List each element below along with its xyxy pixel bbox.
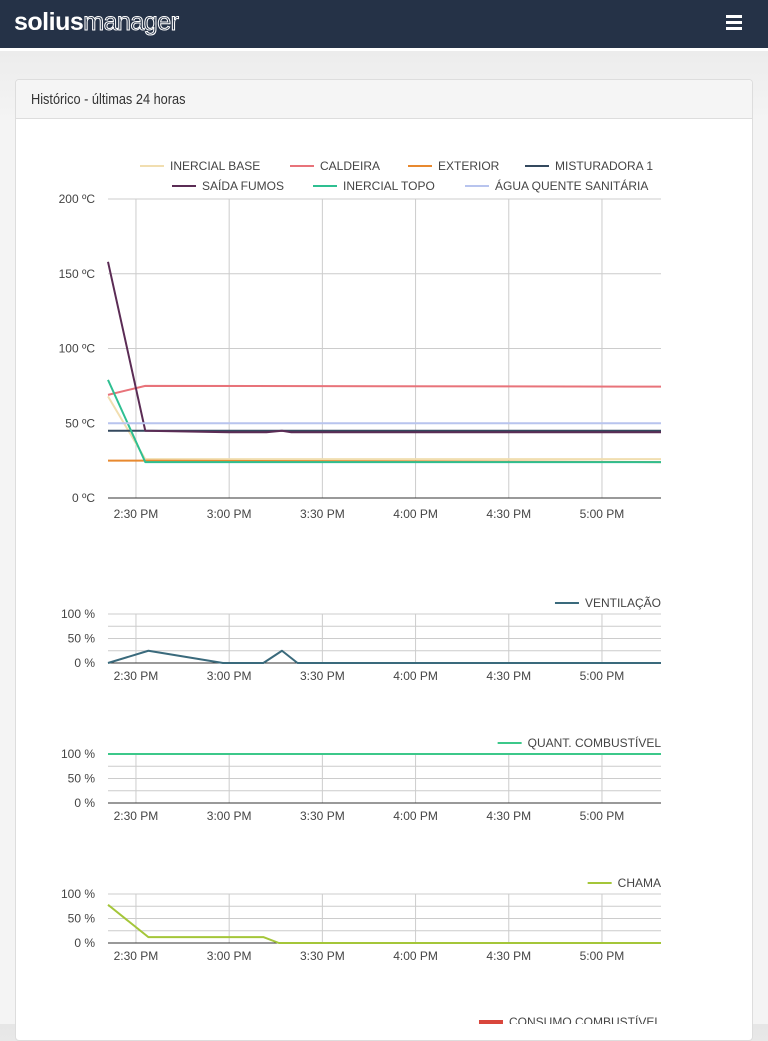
panel-title: Histórico - últimas 24 horas	[31, 91, 186, 108]
x-tick-label: 4:30 PM	[486, 949, 531, 963]
logo-bold-text: solius	[14, 8, 84, 36]
legend-label: SAÍDA FUMOS	[202, 178, 284, 193]
y-tick-label: 50 %	[68, 632, 96, 646]
y-tick-label: 150 ºC	[59, 267, 96, 281]
y-tick-label: 50 ºC	[65, 416, 95, 430]
series-line-ventila-o	[107, 649, 661, 664]
x-tick-label: 3:30 PM	[300, 949, 345, 963]
x-tick-label: 3:30 PM	[300, 809, 345, 823]
y-tick-label: 100 %	[61, 887, 95, 901]
y-tick-label: 0 %	[74, 656, 95, 670]
legend-label: EXTERIOR	[438, 159, 500, 173]
x-tick-label: 4:00 PM	[393, 809, 438, 823]
chart-3: 2:30 PM 3:00 PM 3:30 PM 4:00 PM 4:30 PM 5:00 …	[61, 876, 661, 963]
legend-label: MISTURADORA 1	[555, 159, 653, 173]
x-tick-label: 4:00 PM	[393, 669, 438, 683]
legend-label: QUANT. COMBUSTÍVEL	[528, 735, 662, 750]
x-tick-label: 2:30 PM	[114, 507, 159, 521]
y-tick-label: 100 %	[61, 747, 95, 761]
hamburger-icon[interactable]	[726, 15, 742, 31]
legend-label: ÁGUA QUENTE SANITÁRIA	[495, 178, 648, 193]
legend-label: INERCIAL BASE	[170, 159, 260, 173]
chart-2: 2:30 PM 3:00 PM 3:30 PM 4:00 PM 4:30 PM 5:00 …	[61, 735, 661, 823]
y-tick-label: 50 %	[68, 772, 96, 786]
x-tick-label: 3:30 PM	[300, 507, 345, 521]
legend-label: CHAMA	[618, 876, 661, 890]
series-line-inercial-base	[107, 395, 661, 461]
x-tick-label: 2:30 PM	[114, 809, 159, 823]
chart-0: 2:30 PM 3:00 PM 3:30 PM 4:00 PM 4:30 PM 5:00 …	[59, 159, 662, 521]
x-tick-label: 3:00 PM	[207, 507, 252, 521]
x-tick-label: 3:00 PM	[207, 949, 252, 963]
series-line-chama	[107, 903, 661, 944]
x-tick-label: 3:00 PM	[207, 669, 252, 683]
legend-label: CONSUMO COMBUSTÍVEL	[509, 1014, 661, 1024]
x-tick-label: 4:00 PM	[393, 507, 438, 521]
x-tick-label: 3:30 PM	[300, 669, 345, 683]
x-tick-label: 2:30 PM	[114, 949, 159, 963]
chart-1: 2:30 PM 3:00 PM 3:30 PM 4:00 PM 4:30 PM 5:00 …	[61, 596, 661, 683]
logo-outline-text: manager	[83, 8, 180, 37]
x-tick-label: 5:00 PM	[580, 949, 625, 963]
history-panel: Histórico - últimas 24 horas	[15, 79, 753, 1041]
x-tick-label: 4:30 PM	[486, 809, 531, 823]
x-tick-label: 3:00 PM	[207, 809, 252, 823]
y-tick-label: 50 %	[68, 912, 96, 926]
x-tick-label: 5:00 PM	[580, 809, 625, 823]
panel-header: Histórico - últimas 24 horas	[16, 80, 752, 119]
top-navbar: soliusmanager	[0, 0, 768, 51]
legend-label: CALDEIRA	[320, 159, 380, 173]
y-tick-label: 0 %	[74, 796, 95, 810]
y-tick-label: 100 ºC	[59, 342, 96, 356]
x-tick-label: 2:30 PM	[114, 669, 159, 683]
x-tick-label: 4:00 PM	[393, 949, 438, 963]
x-tick-label: 4:30 PM	[486, 507, 531, 521]
y-tick-label: 200 ºC	[59, 192, 96, 206]
series-line-inercial-topo	[107, 379, 661, 464]
y-tick-label: 0 %	[74, 936, 95, 950]
y-tick-label: 0 ºC	[72, 491, 95, 505]
legend-label: INERCIAL TOPO	[343, 179, 435, 193]
series-line-caldeira	[107, 384, 662, 396]
x-tick-label: 5:00 PM	[580, 507, 625, 521]
chart-4: CONSUMO COMBUSTÍVEL	[478, 1014, 661, 1024]
legend-label: VENTILAÇÃO	[585, 596, 661, 610]
x-tick-label: 5:00 PM	[580, 669, 625, 683]
y-tick-label: 100 %	[61, 607, 95, 621]
series-line-sa-da-fumos	[107, 261, 661, 434]
x-tick-label: 4:30 PM	[486, 669, 531, 683]
solius-manager-logo[interactable]: soliusmanager	[14, 8, 180, 37]
